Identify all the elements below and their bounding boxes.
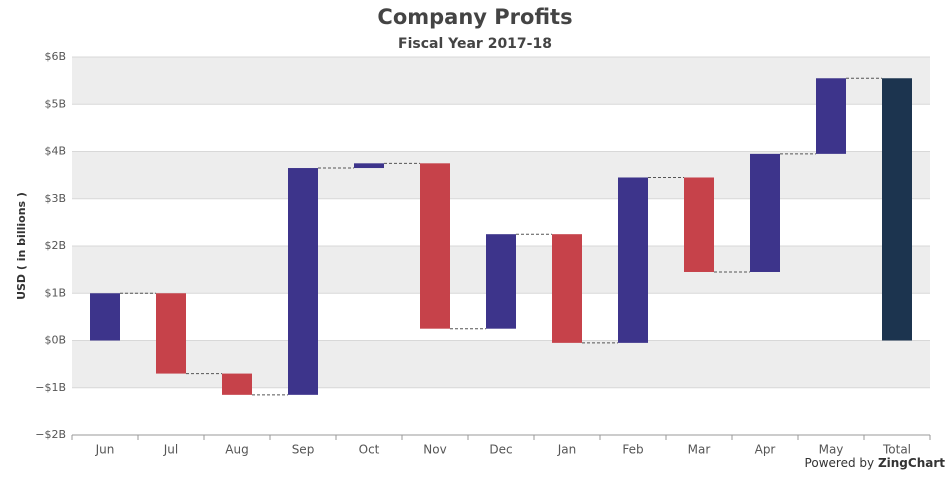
bar: [222, 373, 252, 395]
x-tick-label: Jan: [557, 443, 577, 457]
credit: Powered by ZingChart: [805, 456, 946, 470]
plot-band: [72, 57, 930, 105]
bar: [618, 177, 648, 343]
bar: [354, 163, 384, 169]
y-tick-label: $2B: [44, 239, 66, 252]
y-tick-label: −$2B: [35, 428, 66, 441]
x-tick-label: May: [819, 443, 844, 457]
bar: [552, 234, 582, 343]
x-tick-label: Jun: [95, 443, 115, 457]
y-tick-label: $6B: [44, 50, 66, 63]
y-tick-label: $3B: [44, 192, 66, 205]
x-tick-label: Apr: [755, 443, 776, 457]
x-tick-label: Oct: [359, 443, 380, 457]
chart-title: Company Profits: [377, 5, 572, 29]
bar: [156, 293, 186, 374]
x-tick-label: Feb: [622, 443, 643, 457]
bar: [486, 234, 516, 329]
y-tick-label: $0B: [44, 334, 66, 347]
plot-band: [72, 151, 930, 199]
total-bar: [882, 78, 912, 341]
x-tick-label: Dec: [489, 443, 512, 457]
y-tick-label: $5B: [44, 97, 66, 110]
y-tick-label: $1B: [44, 286, 66, 299]
plot-band: [72, 340, 930, 388]
x-tick-label: Aug: [225, 443, 248, 457]
y-tick-label: $4B: [44, 145, 66, 158]
x-tick-label: Jul: [163, 443, 178, 457]
plot-background: [72, 57, 930, 388]
bar: [90, 293, 120, 341]
x-tick-label: Sep: [292, 443, 315, 457]
bar: [684, 177, 714, 272]
bar: [750, 153, 780, 272]
bar: [816, 78, 846, 154]
bar: [420, 163, 450, 329]
x-tick-label: Mar: [688, 443, 711, 457]
y-tick-label: −$1B: [35, 381, 66, 394]
credit-text: Powered by: [805, 456, 875, 470]
x-tick-label: Nov: [423, 443, 446, 457]
y-axis-label: USD ( in billions ): [15, 192, 28, 300]
chart-subtitle: Fiscal Year 2017-18: [398, 36, 552, 52]
bar: [288, 168, 318, 395]
x-tick-label: Total: [882, 443, 911, 457]
credit-brand: ZingChart: [878, 456, 945, 470]
